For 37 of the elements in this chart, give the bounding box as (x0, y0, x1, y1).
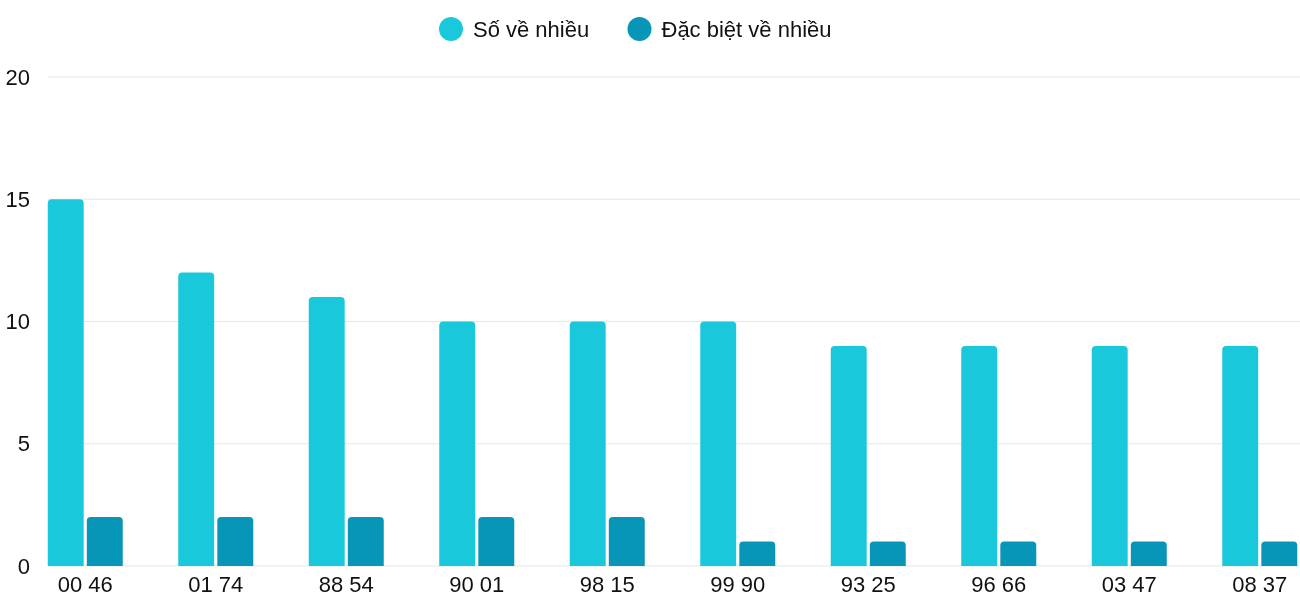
bar (178, 272, 215, 566)
y-tick-label: 10 (5, 309, 30, 335)
x-tick-label: 90 01 (449, 572, 505, 597)
x-tick-label: 00 46 (57, 572, 113, 597)
bar (439, 321, 476, 566)
legend-label: Số về nhiều (473, 16, 590, 42)
legend-label: Đặc biệt về nhiều (661, 16, 832, 42)
y-tick-label: 0 (17, 553, 30, 579)
bar (1000, 541, 1037, 566)
bar (739, 541, 776, 566)
x-tick-label: 96 66 (971, 572, 1027, 597)
bar (1091, 345, 1128, 566)
y-tick-label: 5 (17, 431, 30, 457)
x-tick-label: 01 74 (188, 572, 244, 597)
bar (478, 517, 515, 566)
bar (569, 321, 606, 566)
bar (700, 321, 737, 566)
bar (1130, 541, 1167, 566)
bar (830, 345, 867, 566)
bar (347, 517, 384, 566)
y-tick-label: 15 (5, 186, 30, 212)
bar (308, 297, 345, 566)
bar (608, 517, 645, 566)
bar (86, 517, 123, 566)
x-tick-label: 03 47 (1101, 572, 1157, 597)
bar (1222, 345, 1259, 566)
x-tick-label: 93 25 (840, 572, 896, 597)
x-tick-label: 88 54 (318, 572, 374, 597)
bar (1261, 541, 1298, 566)
x-tick-label: 98 15 (579, 572, 635, 597)
bar (47, 199, 84, 566)
bar (961, 345, 998, 566)
y-tick-label: 20 (5, 64, 30, 90)
bar (869, 541, 906, 566)
bar (217, 517, 254, 566)
x-tick-label: 08 37 (1232, 572, 1288, 597)
x-tick-label: 99 90 (710, 572, 766, 597)
